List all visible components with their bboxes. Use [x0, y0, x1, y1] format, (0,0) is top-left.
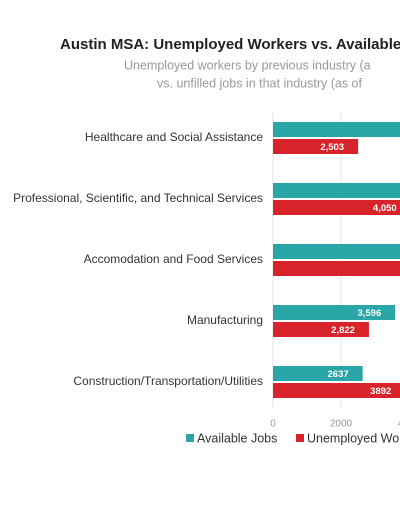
bar	[273, 122, 400, 137]
data-label: 2637	[328, 369, 349, 380]
legend-label: Unemployed Workers	[307, 431, 400, 445]
bar	[273, 200, 400, 215]
bar	[273, 322, 369, 337]
bar	[273, 305, 396, 320]
legend-label: Available Jobs	[197, 431, 277, 445]
x-tick-label: 0	[270, 419, 276, 430]
y-tick-label: Construction/Transportation/Utilities	[73, 374, 263, 388]
bar	[273, 383, 400, 398]
y-tick-label: Professional, Scientific, and Technical …	[13, 191, 263, 205]
y-tick-label: Healthcare and Social Assistance	[85, 130, 263, 144]
data-label: 3892	[370, 386, 391, 397]
x-tick-label: 2000	[330, 419, 353, 430]
legend-swatch	[186, 434, 194, 442]
bar	[273, 244, 400, 259]
data-label: 4,050	[373, 203, 397, 214]
data-label: 3,596	[357, 308, 381, 319]
x-tick-label: 4000	[398, 419, 400, 430]
chart-title: Austin MSA: Unemployed Workers vs. Avail…	[60, 36, 400, 53]
data-label: 2,822	[331, 325, 355, 336]
y-tick-label: Manufacturing	[187, 313, 263, 327]
bar	[273, 366, 363, 381]
bar	[273, 261, 400, 276]
bar	[273, 139, 359, 154]
bar	[273, 183, 400, 198]
chart-subtitle: vs. unfilled jobs in that industry (as o…	[157, 76, 362, 90]
legend-swatch	[296, 434, 304, 442]
data-label: 2,503	[320, 142, 344, 153]
y-tick-label: Accomodation and Food Services	[84, 252, 263, 266]
chart-subtitle: Unemployed workers by previous industry …	[124, 58, 371, 72]
